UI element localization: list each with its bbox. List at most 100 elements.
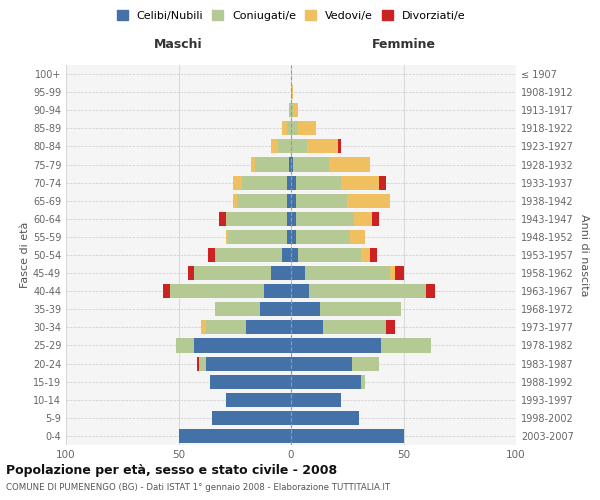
Bar (354, 212, 372, 226)
Bar (309, 284, 426, 298)
Bar (226, 392, 291, 407)
Bar (291, 356, 352, 370)
Bar (237, 194, 287, 208)
Bar (370, 248, 377, 262)
Bar (323, 320, 386, 334)
Bar (291, 194, 296, 208)
Bar (349, 230, 365, 244)
Bar (264, 284, 291, 298)
Bar (305, 266, 390, 280)
Bar (291, 85, 293, 99)
Bar (296, 194, 347, 208)
Bar (251, 158, 255, 172)
Bar (282, 248, 291, 262)
Bar (291, 392, 341, 407)
Bar (291, 266, 305, 280)
Bar (352, 356, 379, 370)
Bar (163, 284, 170, 298)
Bar (187, 266, 194, 280)
Bar (291, 429, 404, 443)
Bar (291, 176, 296, 190)
Bar (341, 176, 379, 190)
Bar (205, 320, 246, 334)
Bar (291, 248, 298, 262)
Bar (298, 248, 361, 262)
Bar (291, 140, 307, 153)
Bar (246, 320, 291, 334)
Bar (379, 176, 386, 190)
Bar (215, 302, 260, 316)
Bar (212, 411, 291, 425)
Bar (426, 284, 435, 298)
Bar (307, 140, 338, 153)
Bar (338, 140, 341, 153)
Bar (179, 429, 291, 443)
Text: Maschi: Maschi (154, 38, 203, 51)
Bar (228, 230, 287, 244)
Bar (210, 374, 291, 388)
Bar (390, 266, 395, 280)
Bar (372, 212, 379, 226)
Bar (361, 248, 370, 262)
Text: Femmine: Femmine (371, 38, 436, 51)
Bar (291, 158, 293, 172)
Bar (287, 122, 291, 136)
Bar (296, 230, 349, 244)
Bar (277, 140, 291, 153)
Y-axis label: Fasce di età: Fasce di età (20, 222, 30, 288)
Bar (176, 338, 194, 352)
Bar (271, 140, 277, 153)
Bar (287, 176, 291, 190)
Legend: Celibi/Nubili, Coniugati/e, Vedovi/e, Divorziati/e: Celibi/Nubili, Coniugati/e, Vedovi/e, Di… (116, 10, 466, 20)
Bar (287, 230, 291, 244)
Bar (194, 338, 291, 352)
Bar (215, 248, 282, 262)
Bar (291, 411, 359, 425)
Bar (395, 266, 404, 280)
Bar (287, 212, 291, 226)
Bar (255, 158, 289, 172)
Bar (291, 302, 320, 316)
Bar (208, 248, 215, 262)
Bar (170, 284, 264, 298)
Bar (291, 338, 381, 352)
Bar (226, 230, 228, 244)
Bar (241, 176, 287, 190)
Bar (296, 176, 341, 190)
Bar (298, 122, 316, 136)
Y-axis label: Anni di nascita: Anni di nascita (579, 214, 589, 296)
Bar (291, 230, 296, 244)
Bar (271, 266, 291, 280)
Bar (199, 356, 205, 370)
Bar (329, 158, 370, 172)
Bar (291, 374, 361, 388)
Bar (287, 194, 291, 208)
Bar (289, 103, 291, 118)
Bar (293, 103, 298, 118)
Bar (260, 302, 291, 316)
Bar (201, 320, 205, 334)
Bar (226, 212, 287, 226)
Bar (233, 176, 241, 190)
Bar (205, 356, 291, 370)
Bar (291, 103, 293, 118)
Bar (291, 284, 309, 298)
Text: Popolazione per età, sesso e stato civile - 2008: Popolazione per età, sesso e stato civil… (6, 464, 337, 477)
Bar (347, 194, 390, 208)
Bar (381, 338, 431, 352)
Bar (293, 158, 329, 172)
Bar (233, 194, 237, 208)
Bar (197, 356, 199, 370)
Bar (289, 158, 291, 172)
Bar (291, 320, 323, 334)
Bar (296, 212, 354, 226)
Bar (291, 212, 296, 226)
Text: COMUNE DI PUMENENGO (BG) - Dati ISTAT 1° gennaio 2008 - Elaborazione TUTTITALIA.: COMUNE DI PUMENENGO (BG) - Dati ISTAT 1°… (6, 482, 390, 492)
Bar (219, 212, 226, 226)
Bar (386, 320, 395, 334)
Bar (291, 122, 298, 136)
Bar (320, 302, 401, 316)
Bar (194, 266, 271, 280)
Bar (361, 374, 365, 388)
Bar (282, 122, 287, 136)
